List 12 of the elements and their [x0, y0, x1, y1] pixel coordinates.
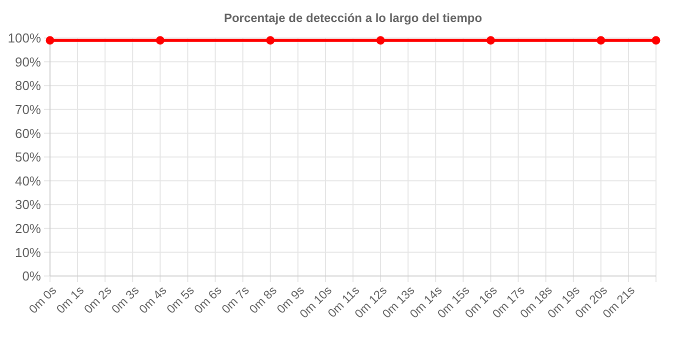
- y-tick-label: 40%: [14, 173, 42, 188]
- y-tick-label: 90%: [14, 54, 42, 70]
- y-tick-label: 20%: [14, 220, 42, 236]
- y-tick-label: 10%: [14, 244, 42, 260]
- y-tick-label: 30%: [14, 197, 42, 212]
- y-tick-label: 0%: [22, 268, 42, 284]
- y-tick-label: 50%: [14, 150, 42, 165]
- y-tick-label: 70%: [14, 102, 42, 117]
- chart-title: Porcentaje de detección a lo largo del tiempo: [224, 11, 482, 25]
- y-tick-label: 100%: [8, 30, 42, 46]
- y-tick-label: 80%: [14, 78, 42, 94]
- y-tick-label: 60%: [14, 126, 42, 141]
